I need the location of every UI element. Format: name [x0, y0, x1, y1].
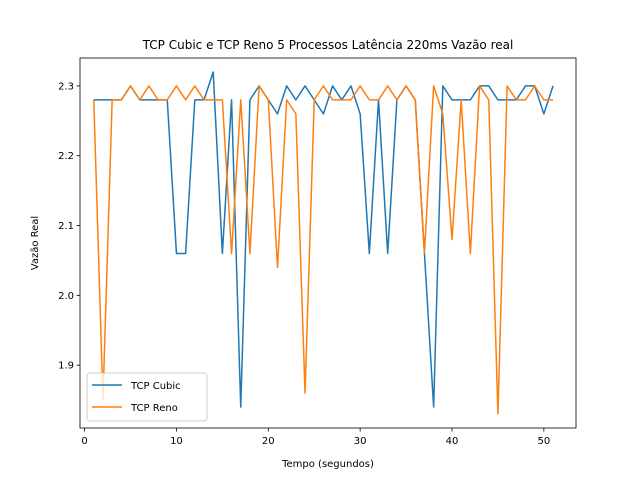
series-line-tcp-cubic	[93, 71, 554, 408]
y-axis: 1.9 2.0 2.1 2.2 2.3	[58, 81, 80, 372]
x-tick-label: 20	[262, 436, 275, 447]
x-tick-label: 50	[537, 436, 550, 447]
x-axis: 0 10 20 30 40 50	[81, 428, 550, 447]
x-axis-label: Tempo (segundos)	[281, 459, 374, 470]
series-line-tcp-reno	[93, 85, 554, 415]
legend: TCP Cubic TCP Reno	[86, 372, 208, 422]
y-tick-label: 2.3	[58, 81, 74, 92]
legend-label-tcp-reno: TCP Reno	[130, 403, 178, 414]
x-tick-label: 10	[170, 436, 183, 447]
y-tick-label: 1.9	[58, 361, 74, 372]
legend-label-tcp-cubic: TCP Cubic	[130, 381, 181, 392]
series-layer	[93, 71, 554, 415]
y-axis-label: Vazão Real	[30, 216, 41, 270]
y-tick-label: 2.0	[58, 291, 74, 302]
chart-title: TCP Cubic e TCP Reno 5 Processos Latênci…	[142, 38, 514, 52]
x-tick-label: 0	[81, 436, 87, 447]
x-tick-label: 40	[446, 436, 459, 447]
y-tick-label: 2.2	[58, 151, 74, 162]
y-tick-label: 2.1	[58, 221, 74, 232]
x-tick-label: 30	[354, 436, 367, 447]
